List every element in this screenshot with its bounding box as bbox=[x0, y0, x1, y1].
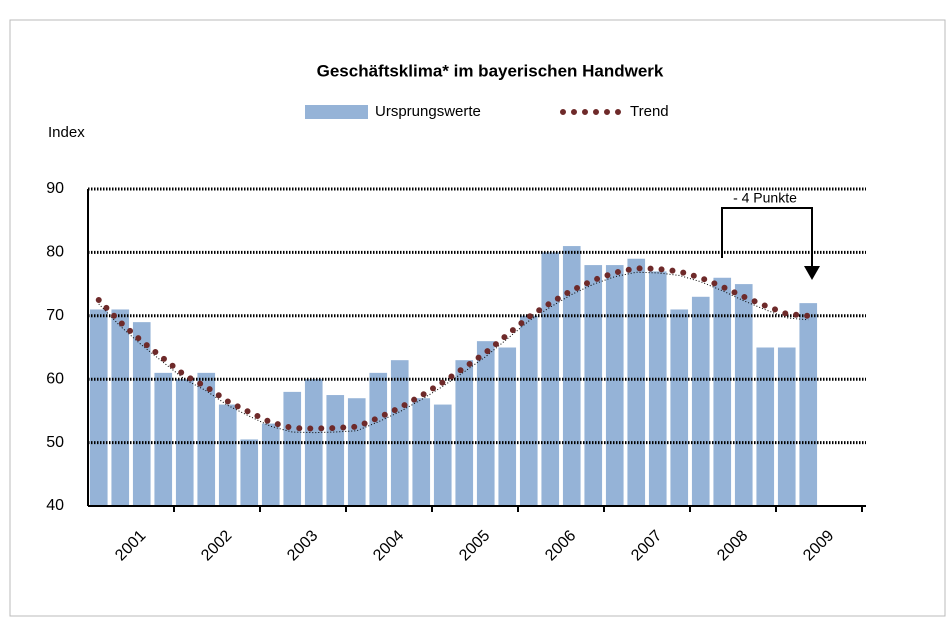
x-tick-label: 2003 bbox=[284, 527, 321, 564]
bar bbox=[648, 271, 667, 506]
legend-label: Trend bbox=[630, 103, 669, 120]
bar bbox=[390, 360, 409, 506]
trend-line bbox=[95, 265, 812, 432]
y-tick-label: 60 bbox=[46, 370, 64, 387]
bar bbox=[197, 372, 216, 506]
bar bbox=[691, 296, 710, 506]
bar bbox=[562, 246, 581, 506]
annotation-arrow bbox=[804, 266, 820, 280]
plot: 40 50 60 70 80 90 2001 2002 2003 2004 2005 2006 2007… bbox=[46, 103, 866, 564]
bar bbox=[89, 309, 108, 506]
bar bbox=[283, 391, 302, 506]
x-tick-label: 2004 bbox=[370, 527, 407, 564]
bar bbox=[519, 315, 538, 506]
x-tick-label: 2008 bbox=[714, 527, 751, 564]
x-tick-label: 2002 bbox=[198, 527, 235, 564]
bar bbox=[476, 341, 495, 506]
bar bbox=[605, 265, 624, 506]
y-tick-label: 70 bbox=[46, 307, 64, 324]
y-tick-label: 40 bbox=[46, 497, 64, 514]
bar bbox=[756, 347, 775, 506]
bar bbox=[777, 347, 796, 506]
x-tick-label: 2001 bbox=[112, 527, 149, 564]
bar bbox=[111, 309, 130, 506]
y-tick-label: 50 bbox=[46, 434, 64, 451]
bar bbox=[455, 360, 474, 506]
bar bbox=[584, 265, 603, 506]
x-tick-label: 2009 bbox=[800, 527, 837, 564]
bar bbox=[734, 284, 753, 506]
bar bbox=[261, 423, 280, 506]
annotation: - 4 Punkte bbox=[733, 190, 797, 206]
bar bbox=[713, 277, 732, 506]
annotation-bracket bbox=[721, 207, 813, 270]
bar bbox=[347, 398, 366, 506]
legend-swatch bbox=[305, 105, 368, 119]
bar bbox=[218, 404, 237, 506]
chart-title: Geschäftsklima* im bayerischen Handwerk bbox=[317, 61, 664, 80]
bar bbox=[154, 372, 173, 506]
bar bbox=[412, 398, 431, 506]
y-tick-label: 90 bbox=[46, 180, 64, 197]
bar bbox=[433, 404, 452, 506]
bar bbox=[799, 303, 818, 506]
x-tick-label: 2007 bbox=[628, 527, 665, 564]
x-tick-label: 2005 bbox=[456, 527, 493, 564]
bar bbox=[132, 322, 151, 506]
trend-thin bbox=[98, 271, 809, 434]
frame bbox=[9, 19, 946, 617]
bar bbox=[240, 439, 259, 506]
x-tick-label: 2006 bbox=[542, 527, 579, 564]
bar bbox=[498, 347, 517, 506]
bar bbox=[627, 258, 646, 506]
bar bbox=[369, 372, 388, 506]
y-tick-label: 80 bbox=[46, 244, 64, 261]
bar bbox=[326, 395, 345, 506]
bar bbox=[670, 309, 689, 506]
y-axis-label: Index bbox=[48, 124, 85, 141]
legend-label: Ursprungswerte bbox=[375, 103, 481, 120]
